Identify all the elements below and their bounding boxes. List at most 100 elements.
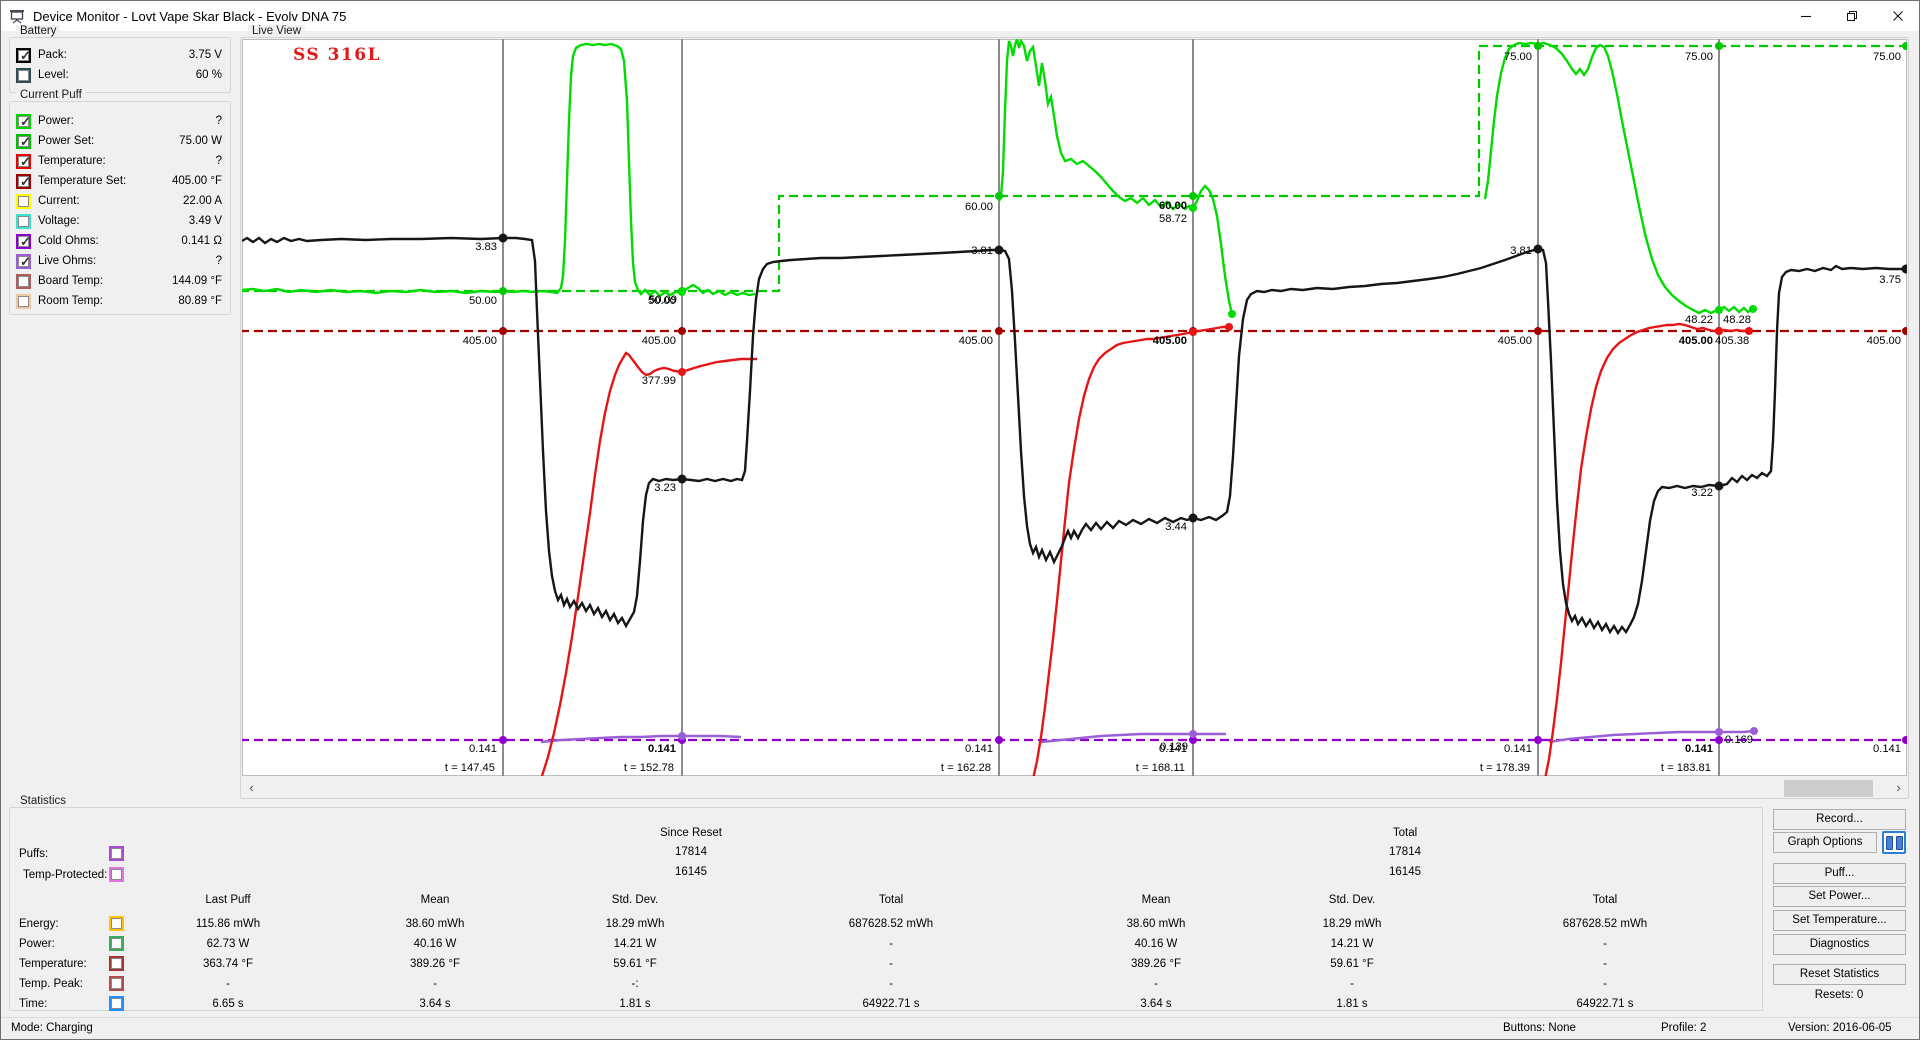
graph-value-label: 3.44 (1165, 521, 1187, 533)
time-cell: 64922.71 s (862, 998, 920, 1010)
series-marker (1901, 264, 1907, 274)
record-button[interactable]: Record... (1773, 809, 1906, 830)
temperature-set-label: Temperature Set: (38, 175, 127, 187)
power-cell: - (889, 938, 893, 950)
power-cell: 40.16 W (1134, 938, 1178, 950)
live-ohms-checkbox-box: ✓ (18, 254, 31, 269)
temp-peak-cell: - (1154, 978, 1158, 990)
series-marker (1534, 42, 1542, 50)
graph-value-label: 3.81 (971, 245, 993, 257)
voltage-markers (498, 233, 1907, 523)
scrollbar-thumb[interactable] (1784, 780, 1873, 797)
graph-value-label: 0.141 (965, 743, 993, 755)
board-temp-checkbox[interactable] (16, 274, 31, 289)
series-marker (499, 287, 507, 295)
cold-ohms-checkbox[interactable]: ✓ (16, 234, 31, 249)
temperature-set-checkbox[interactable]: ✓ (16, 174, 31, 189)
puff-time-label: t = 162.28 (941, 762, 991, 774)
energy-cell: 18.29 mWh (605, 918, 665, 930)
power-set-checkbox-box: ✓ (18, 134, 31, 149)
close-button[interactable] (1875, 1, 1919, 31)
coil-material-label: SS 316L (293, 45, 381, 65)
pack-checkbox[interactable]: ✓ (16, 48, 31, 63)
temperature-checkbox[interactable]: ✓ (16, 154, 31, 169)
pack-checkbox-box: ✓ (18, 48, 31, 63)
series-marker (1902, 42, 1907, 50)
temp-peak-cell: -: (631, 978, 639, 990)
power-line (1483, 41, 1754, 315)
graph-options-button[interactable]: Graph Options (1773, 832, 1877, 853)
graph-value-label: 405.00 (1153, 335, 1187, 347)
set-power-button[interactable]: Set Power... (1773, 886, 1906, 907)
temperature-cell: 363.74 °F (203, 958, 253, 970)
graph-value-label: 3.23 (654, 482, 676, 494)
series-marker (1228, 310, 1236, 318)
level-row: Level: 60 % (10, 66, 230, 86)
time-cell: 3.64 s (419, 998, 451, 1010)
stats-column-header: Last Puff (205, 894, 251, 906)
app-icon (9, 8, 25, 29)
level-checkbox-box (18, 70, 29, 81)
series-marker (678, 368, 686, 376)
room-temp-row: Room Temp: 80.89 °F (10, 292, 230, 312)
graph-value-label: 0.141 (648, 743, 676, 755)
status-bar: Mode: Charging Buttons: None Profile: 2 … (1, 1017, 1919, 1039)
graph-value-label: 58.72 (1159, 213, 1187, 225)
set-temperature-button[interactable]: Set Temperature... (1773, 910, 1906, 931)
time-cell: 6.65 s (212, 998, 244, 1010)
level-checkbox[interactable] (16, 68, 31, 83)
current-checkbox[interactable] (16, 194, 31, 209)
puffs-checkbox[interactable] (109, 846, 124, 861)
series-marker (994, 245, 1004, 255)
temperature-set-row: ✓ Temperature Set: 405.00 °F (10, 172, 230, 192)
total-header: Total (1392, 827, 1418, 839)
series-marker (1534, 736, 1542, 744)
power-checkbox[interactable]: ✓ (16, 114, 31, 129)
temp-protected-checkbox[interactable] (109, 867, 124, 882)
restore-button[interactable] (1829, 1, 1875, 31)
cold-ohms-label: Cold Ohms: (38, 235, 99, 247)
room-temp-checkbox[interactable] (16, 294, 31, 309)
chart-horizontal-scrollbar[interactable]: ‹ › (243, 780, 1907, 797)
live-ohms-checkbox[interactable]: ✓ (16, 254, 31, 269)
temp-peak-checkbox-box (111, 978, 122, 989)
temperature-cell: 389.26 °F (1131, 958, 1181, 970)
scroll-left-arrow[interactable]: ‹ (249, 780, 254, 795)
power-checkbox[interactable] (109, 936, 124, 951)
diagnostics-button[interactable]: Diagnostics (1773, 934, 1906, 955)
power-cell: 62.73 W (206, 938, 250, 950)
graph-value-label: 60.00 (1159, 200, 1187, 212)
temperature-markers (678, 323, 1753, 376)
series-marker (1715, 306, 1723, 314)
pause-graph-button[interactable] (1882, 831, 1906, 854)
power-line (997, 39, 1234, 315)
cold-ohms-markers (499, 736, 1907, 744)
temperature-checkbox-box (111, 958, 122, 969)
power-set-value: 75.00 W (179, 135, 222, 147)
temp-peak-checkbox[interactable] (109, 976, 124, 991)
voltage-checkbox[interactable] (16, 214, 31, 229)
temperature-checkbox[interactable] (109, 956, 124, 971)
minimize-button[interactable] (1783, 1, 1829, 31)
energy-cell: 38.60 mWh (1126, 918, 1186, 930)
series-marker (1715, 736, 1723, 744)
puff-button[interactable]: Puff... (1773, 863, 1906, 884)
time-checkbox[interactable] (109, 996, 124, 1011)
energy-checkbox[interactable] (109, 916, 124, 931)
power-set-checkbox[interactable]: ✓ (16, 134, 31, 149)
statistics-panel (9, 807, 1763, 1011)
series-marker (1750, 727, 1758, 735)
live-view-title: Live View (248, 25, 306, 37)
status-mode: Mode: Charging (11, 1022, 93, 1034)
graph-value-label: 405.00 (959, 335, 993, 347)
resets-count-label: Resets: 0 (1814, 989, 1864, 1001)
current-puff-panel: ✓ Power:? ✓ Power Set: 75.00 W ✓ Temperature:?… (9, 101, 231, 315)
live-ohms-value: ? (215, 255, 222, 267)
live-ohms-markers (678, 727, 1758, 740)
level-label: Level: (38, 69, 69, 81)
room-temp-value: 80.89 °F (178, 295, 222, 307)
temp-peak-cell: - (889, 978, 893, 990)
reset-statistics-button[interactable]: Reset Statistics (1773, 964, 1906, 985)
cold-ohms-checkbox-box: ✓ (18, 234, 31, 249)
scroll-right-arrow[interactable]: › (1896, 780, 1901, 795)
